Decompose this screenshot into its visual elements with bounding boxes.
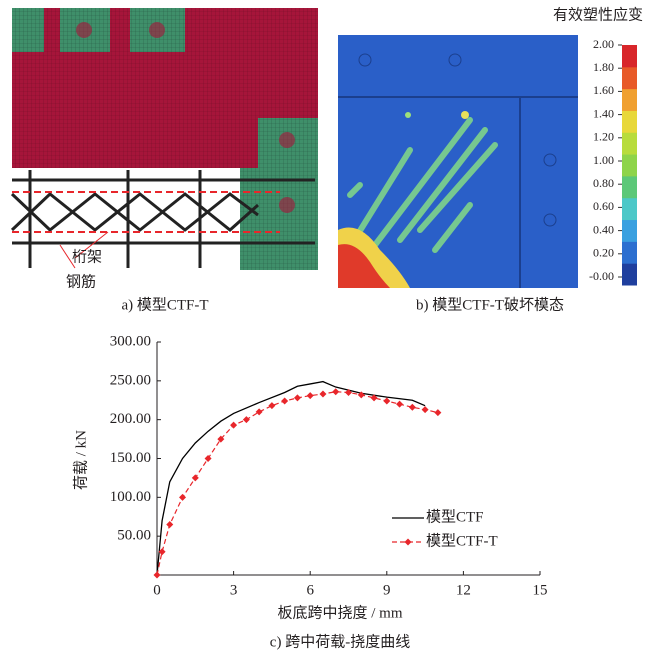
y-tick-label: 50.00 bbox=[117, 528, 151, 544]
y-tick-label: 200.00 bbox=[110, 411, 151, 427]
contour-image bbox=[338, 35, 578, 288]
marker bbox=[396, 401, 403, 408]
x-axis-label: 板底跨中挠度 / mm bbox=[277, 603, 402, 621]
marker bbox=[281, 398, 288, 405]
y-axis-label: 荷载 / kN bbox=[72, 430, 89, 490]
colorbar-band bbox=[622, 263, 637, 285]
x-tick-label: 3 bbox=[230, 582, 238, 598]
marker bbox=[332, 388, 339, 395]
colorbar-band bbox=[622, 89, 637, 111]
y-tick-label: 100.00 bbox=[110, 489, 151, 505]
marker bbox=[422, 406, 429, 413]
caption: a) 模型CTF-T bbox=[121, 296, 208, 313]
colorbar-tick-label: 0.40 bbox=[593, 222, 614, 236]
marker bbox=[166, 521, 173, 528]
caption: c) 跨中荷载-挠度曲线 bbox=[270, 633, 410, 650]
marker bbox=[307, 392, 314, 399]
colorbar-tick-label: 1.00 bbox=[593, 153, 614, 167]
colorbar-tick-label: 1.80 bbox=[593, 60, 614, 74]
rebar-label: 钢筋 bbox=[66, 273, 96, 290]
marker bbox=[192, 474, 199, 481]
colorbar-band bbox=[622, 132, 637, 154]
caption: b) 模型CTF-T破坏模态 bbox=[416, 296, 564, 313]
marker bbox=[383, 398, 390, 405]
colorbar-tick-label: 0.80 bbox=[593, 176, 614, 190]
colorbar-tick-label: 1.60 bbox=[593, 83, 614, 97]
marker bbox=[294, 394, 301, 401]
legend-marker bbox=[405, 539, 412, 546]
x-tick-label: 6 bbox=[306, 582, 314, 598]
colorbar-tick-label: 1.20 bbox=[593, 130, 614, 144]
x-tick-label: 0 bbox=[153, 582, 161, 598]
colorbar-tick-label: -0.00 bbox=[589, 269, 614, 283]
colorbar-band bbox=[622, 220, 637, 242]
marker bbox=[319, 391, 326, 398]
x-tick-label: 9 bbox=[383, 582, 391, 598]
colorbar-tick-label: 0.20 bbox=[593, 246, 614, 260]
marker bbox=[409, 404, 416, 411]
truss-label: 桁架 bbox=[72, 248, 102, 265]
y-tick-label: 250.00 bbox=[110, 372, 151, 388]
colorbar-title: 有效塑性应变 bbox=[553, 5, 643, 23]
x-tick-label: 15 bbox=[533, 582, 548, 598]
marker bbox=[243, 416, 250, 423]
marker bbox=[256, 408, 263, 415]
x-tick-label: 12 bbox=[456, 582, 471, 598]
colorbar-band bbox=[622, 176, 637, 198]
marker bbox=[434, 409, 441, 416]
legend-label: 模型CTF-T bbox=[426, 532, 498, 549]
figure: 桁架 钢筋 a) 模型CTF-T 2.00 1.80 1.60 1.40 1.20 1.0… bbox=[0, 0, 663, 658]
y-tick-label: 150.00 bbox=[110, 450, 151, 466]
colorbar-band bbox=[622, 154, 637, 176]
colorbar-band bbox=[622, 198, 637, 220]
colorbar-band bbox=[622, 45, 637, 67]
colorbar-band bbox=[622, 67, 637, 89]
model-image bbox=[12, 8, 318, 270]
line bbox=[157, 392, 438, 575]
marker bbox=[230, 422, 237, 429]
colorbar-tick-label: 0.60 bbox=[593, 199, 614, 213]
y-tick-label: 300.00 bbox=[110, 333, 151, 349]
colorbar-tick-label: 2.00 bbox=[593, 37, 614, 51]
marker bbox=[268, 402, 275, 409]
colorbar-band bbox=[622, 241, 637, 263]
colorbar-tick-label: 1.40 bbox=[593, 106, 614, 120]
legend-label: 模型CTF bbox=[426, 508, 484, 525]
marker bbox=[154, 572, 161, 579]
marker bbox=[205, 455, 212, 462]
colorbar-band bbox=[622, 110, 637, 132]
marker bbox=[179, 494, 186, 501]
colorbar: 2.00 1.80 1.60 1.40 1.20 1.00 0.80 0.60 0.40 0.20… bbox=[589, 37, 637, 286]
